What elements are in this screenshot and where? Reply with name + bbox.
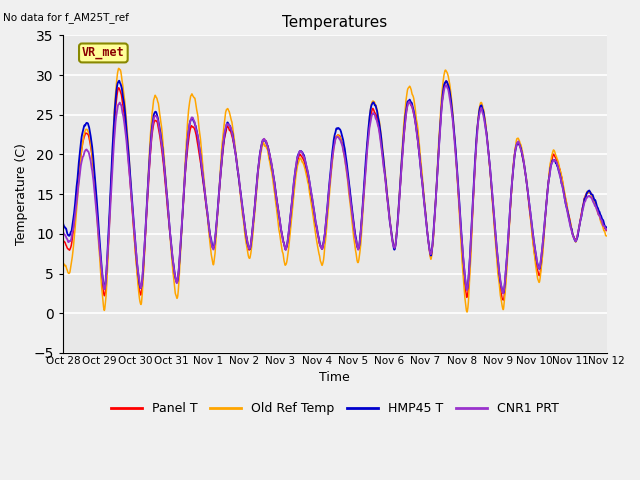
HMP45 T (211, 239, 219, 244)
Panel T (603, 228, 611, 233)
Panel T (442, 78, 450, 84)
Panel T (570, 235, 578, 241)
Line: CNR1 PRT: CNR1 PRT (63, 85, 607, 293)
HMP45 T (115, 78, 123, 84)
Text: No data for f_AM25T_ref: No data for f_AM25T_ref (3, 12, 129, 23)
Line: Old Ref Temp: Old Ref Temp (63, 68, 607, 312)
Old Ref Temp (211, 253, 219, 259)
Panel T (59, 237, 67, 242)
HMP45 T (351, 227, 358, 233)
CNR1 PRT (493, 247, 500, 252)
Panel T (211, 242, 218, 248)
CNR1 PRT (362, 162, 370, 168)
Old Ref Temp (555, 162, 563, 168)
Old Ref Temp (493, 259, 501, 264)
Old Ref Temp (603, 233, 611, 239)
Old Ref Temp (463, 309, 471, 315)
Panel T (351, 226, 358, 231)
Old Ref Temp (115, 65, 122, 71)
Panel T (500, 297, 508, 303)
Panel T (493, 252, 500, 257)
Panel T (362, 157, 370, 163)
Line: Panel T: Panel T (63, 81, 607, 300)
Old Ref Temp (59, 260, 67, 266)
Title: Temperatures: Temperatures (282, 15, 387, 30)
CNR1 PRT (59, 229, 67, 235)
Old Ref Temp (351, 240, 358, 246)
HMP45 T (555, 169, 563, 175)
CNR1 PRT (570, 236, 578, 241)
Text: VR_met: VR_met (82, 47, 125, 60)
CNR1 PRT (211, 240, 218, 246)
Panel T (555, 165, 563, 170)
Line: HMP45 T: HMP45 T (63, 81, 607, 293)
CNR1 PRT (499, 290, 507, 296)
Legend: Panel T, Old Ref Temp, HMP45 T, CNR1 PRT: Panel T, Old Ref Temp, HMP45 T, CNR1 PRT (106, 397, 564, 420)
Old Ref Temp (570, 235, 578, 240)
X-axis label: Time: Time (319, 372, 350, 384)
CNR1 PRT (442, 82, 450, 88)
HMP45 T (362, 149, 370, 155)
HMP45 T (570, 236, 578, 241)
CNR1 PRT (351, 228, 358, 233)
CNR1 PRT (603, 227, 611, 232)
HMP45 T (500, 290, 508, 296)
CNR1 PRT (555, 168, 563, 174)
Old Ref Temp (362, 155, 370, 160)
HMP45 T (603, 225, 611, 231)
HMP45 T (493, 246, 500, 252)
HMP45 T (59, 220, 67, 226)
Y-axis label: Temperature (C): Temperature (C) (15, 143, 28, 245)
